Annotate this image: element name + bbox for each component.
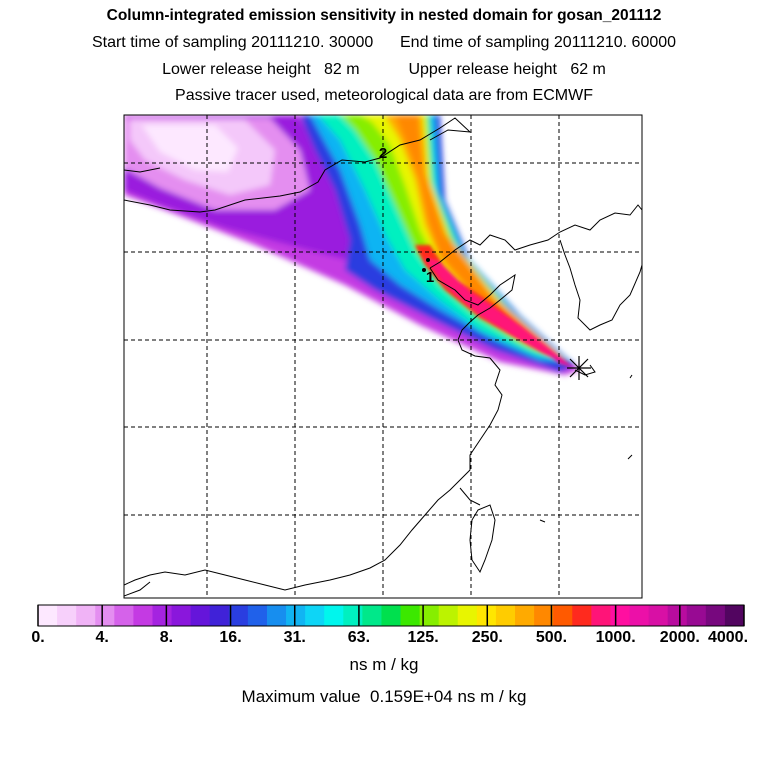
colorbar-tick-label: 16. — [219, 629, 242, 646]
map-frame — [123, 114, 643, 599]
colorbar-swatch — [629, 605, 650, 626]
asterisk-receptor-icon — [567, 356, 591, 380]
colorbar-swatch — [610, 605, 631, 626]
colorbar-swatch — [266, 605, 287, 626]
coastlines — [124, 117, 642, 597]
colorbar-tick-label: 63. — [347, 629, 371, 646]
colorbar-swatch — [400, 605, 421, 626]
colorbar-tick-label: 31. — [283, 629, 306, 646]
colorbar-swatch — [705, 605, 726, 626]
colorbar-swatch — [152, 605, 173, 626]
colorbar-swatch — [57, 605, 77, 626]
colorbar-swatch — [591, 605, 611, 626]
colorbar-swatch — [534, 605, 554, 626]
colorbar-swatch — [667, 605, 688, 626]
colorbar-swatch — [133, 605, 153, 626]
tracer-info-line: Passive tracer used, meteorological data… — [175, 87, 593, 104]
colorbar-tick-label: 250. — [471, 629, 503, 646]
colorbar-tick-label: 4000. — [707, 629, 749, 646]
colorbar-tick-label: 2000. — [659, 629, 700, 646]
trajectory-marker-1: 1 — [426, 269, 434, 286]
colorbar-tick-label: 0. — [31, 629, 45, 646]
plot-title: Column-integrated emission sensitivity i… — [106, 7, 662, 24]
trajectory-dot — [422, 268, 426, 272]
trajectory-markers: 2 1 — [379, 145, 434, 286]
map-area: 2 1 — [124, 115, 642, 598]
release-height-line: Lower release height 82 m Upper release … — [162, 61, 606, 78]
colorbar-tick-label: 1000. — [595, 629, 636, 646]
colorbar-swatch — [247, 605, 268, 626]
colorbar-swatch — [724, 605, 745, 626]
colorbar-tick-label: 125. — [407, 629, 439, 646]
colorbar-units: ns m / kg — [349, 655, 419, 674]
colorbar — [37, 604, 745, 627]
colorbar-swatch — [171, 605, 192, 626]
colorbar-swatch — [572, 605, 592, 626]
colorbar-swatch — [228, 605, 249, 626]
lat-lon-grid — [124, 115, 642, 598]
colorbar-swatch — [381, 605, 402, 626]
colorbar-swatch — [495, 605, 516, 626]
colorbar-swatch — [209, 605, 230, 626]
plume-sensitivity-field — [124, 115, 580, 375]
colorbar-swatch — [553, 605, 573, 626]
plume-core — [415, 245, 575, 368]
colorbar-tick-label: 500. — [535, 629, 568, 646]
colorbar-swatch — [38, 605, 58, 626]
colorbar-swatch — [438, 605, 459, 626]
colorbar-swatch — [305, 605, 325, 626]
colorbar-swatch — [76, 605, 96, 626]
sampling-time-line: Start time of sampling 20111210. 30000 E… — [91, 34, 677, 51]
colorbar-swatch — [457, 605, 478, 626]
trajectory-dot — [426, 258, 430, 262]
colorbar-swatch — [324, 605, 344, 626]
colorbar-swatch — [114, 605, 134, 626]
trajectory-marker-2: 2 — [379, 145, 387, 162]
colorbar-swatch — [419, 605, 440, 626]
maximum-value-text: Maximum value 0.159E+04 ns m / kg — [241, 687, 527, 706]
colorbar-swatch — [648, 605, 669, 626]
colorbar-tick-label: 4. — [95, 629, 109, 646]
colorbar-swatch — [190, 605, 211, 626]
colorbar-swatch — [95, 605, 115, 626]
colorbar-swatch — [686, 605, 707, 626]
colorbar-swatch — [343, 605, 363, 626]
colorbar-swatch — [362, 605, 382, 626]
colorbar-swatch — [515, 605, 535, 626]
colorbar-tick-label: 8. — [159, 629, 174, 646]
colorbar-swatch — [286, 605, 306, 626]
